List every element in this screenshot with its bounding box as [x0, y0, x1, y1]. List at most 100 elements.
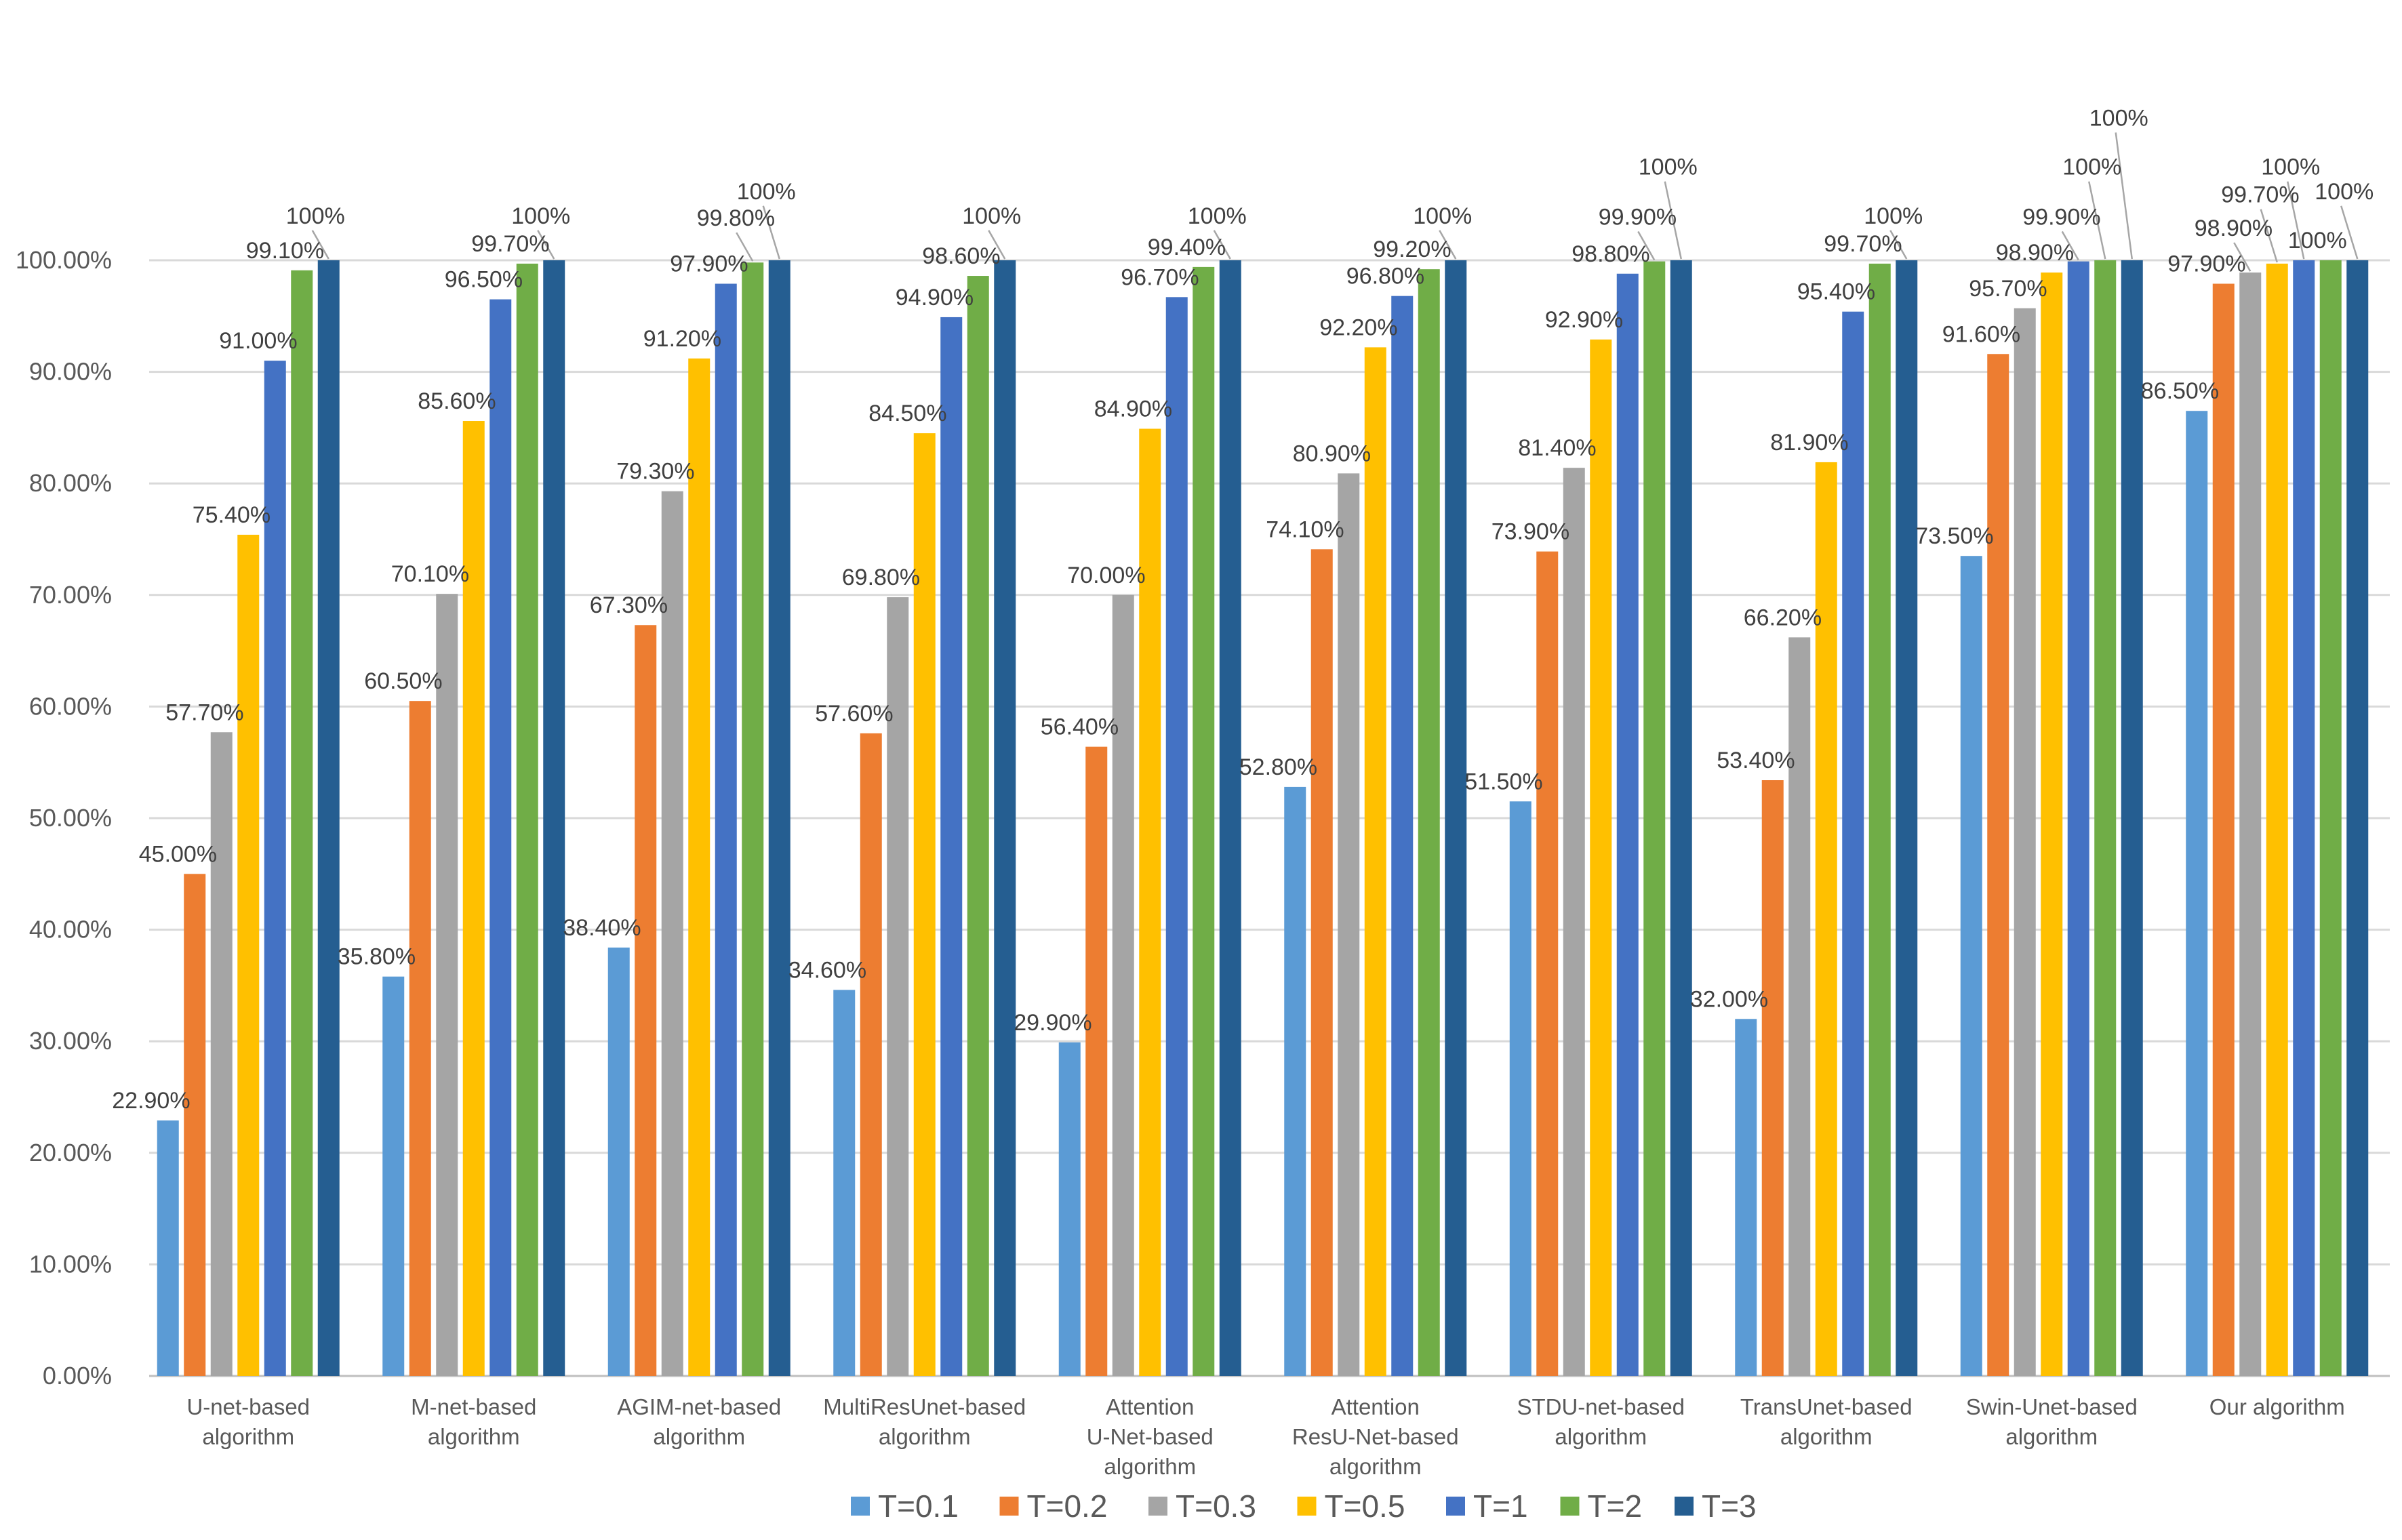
data-label: 67.30% [590, 592, 668, 618]
y-tick-label: 0.00% [43, 1362, 112, 1390]
data-label: 100% [2261, 155, 2320, 180]
bar [489, 299, 512, 1376]
legend-label: T=0.5 [1325, 1488, 1405, 1524]
data-label: 97.90% [2167, 251, 2245, 277]
bar [940, 317, 963, 1376]
data-label-leader [2260, 209, 2278, 263]
x-category-label: TransUnet-based [1740, 1394, 1913, 1419]
bar [967, 276, 989, 1377]
legend-label: T=3 [1702, 1488, 1757, 1524]
legend-label: T=2 [1588, 1488, 1643, 1524]
x-category-label: Our algorithm [2209, 1394, 2345, 1419]
data-label: 99.40% [1148, 235, 1226, 260]
data-label: 100% [737, 179, 796, 205]
bar [436, 594, 458, 1376]
data-label: 29.90% [1014, 1010, 1092, 1036]
data-label: 96.80% [1346, 264, 1424, 289]
bar [210, 732, 233, 1376]
y-tick-label: 80.00% [29, 469, 112, 497]
data-label: 98.80% [1572, 241, 1649, 267]
legend-swatch [999, 1497, 1019, 1516]
bar [1761, 780, 1784, 1376]
bar [1670, 260, 1692, 1376]
y-tick-label: 10.00% [29, 1250, 112, 1278]
data-label-leader [736, 232, 754, 262]
bar [1590, 339, 1612, 1377]
data-label: 95.40% [1797, 279, 1875, 305]
bar [833, 990, 856, 1376]
data-label: 66.20% [1744, 605, 1822, 630]
y-tick-label: 20.00% [29, 1139, 112, 1167]
bar [516, 263, 538, 1376]
bar [1112, 594, 1134, 1376]
data-label: 99.90% [2022, 205, 2100, 230]
bar [994, 260, 1016, 1376]
x-category-label: algorithm [1555, 1424, 1647, 1449]
legend-swatch [1560, 1497, 1580, 1516]
bar [317, 260, 340, 1376]
data-label: 99.70% [2221, 182, 2299, 208]
bar [1842, 311, 1864, 1376]
x-category-label: algorithm [1780, 1424, 1873, 1449]
data-label-leader [537, 230, 555, 260]
bar [1563, 468, 1585, 1376]
data-label: 57.60% [815, 701, 893, 727]
bar [1445, 260, 1467, 1376]
bar [2094, 260, 2117, 1376]
data-label: 91.60% [1942, 321, 2020, 347]
legend-swatch [851, 1497, 870, 1516]
data-label: 98.60% [922, 243, 1000, 269]
data-label-leader [762, 205, 780, 260]
data-label: 60.50% [364, 668, 442, 694]
data-label: 32.00% [1690, 986, 1768, 1012]
y-tick-label: 70.00% [29, 581, 112, 609]
bar [1284, 786, 1306, 1376]
data-label: 53.40% [1717, 748, 1795, 773]
data-label: 95.70% [1969, 276, 2047, 302]
x-axis-categories: U-net-based algorithm M-net-based algorithm… [186, 1394, 2344, 1479]
x-category-label: MultiResUnet-based [823, 1394, 1026, 1419]
bar [2186, 411, 2208, 1377]
data-label: 70.10% [391, 561, 469, 587]
data-label: 96.70% [1121, 264, 1199, 290]
data-label: 80.90% [1293, 441, 1371, 466]
x-category-label: U-Net-based [1087, 1424, 1214, 1449]
data-label: 75.40% [193, 502, 271, 528]
bar [1987, 354, 2009, 1377]
data-label: 92.90% [1545, 307, 1623, 333]
x-category-label: ResU-Net-based [1292, 1424, 1459, 1449]
bar [462, 421, 485, 1377]
bar [661, 491, 683, 1377]
data-label: 51.50% [1464, 769, 1542, 794]
data-label: 100% [1413, 203, 1472, 229]
bars [157, 260, 2369, 1377]
bar [635, 625, 657, 1377]
data-label: 91.20% [643, 326, 721, 352]
x-category-label: STDU-net-based [1517, 1394, 1685, 1419]
data-label: 52.80% [1239, 754, 1317, 780]
bar [860, 733, 882, 1376]
bar [913, 433, 936, 1376]
data-label-leader [2061, 230, 2079, 261]
data-label: 99.70% [1824, 231, 1902, 257]
data-label: 85.60% [418, 388, 496, 414]
data-label: 99.90% [1599, 205, 1677, 230]
legend-label: T=1 [1473, 1488, 1528, 1524]
data-label-leader [2340, 205, 2359, 260]
x-category-label: algorithm [202, 1424, 294, 1449]
data-label-leader [2287, 181, 2305, 260]
data-label-leader [1664, 181, 1682, 260]
bar [2266, 263, 2288, 1376]
y-tick-label: 40.00% [29, 916, 112, 944]
bar [607, 947, 630, 1376]
data-label-leader [1439, 230, 1457, 260]
data-label: 100% [2062, 155, 2121, 180]
y-tick-label: 60.00% [29, 692, 112, 720]
data-label: 100% [1188, 203, 1247, 229]
x-category-label: Attention [1332, 1394, 1420, 1419]
data-label: 99.10% [246, 238, 324, 264]
x-category-label: algorithm [879, 1424, 971, 1449]
bar [1310, 549, 1333, 1377]
bar [2293, 260, 2315, 1376]
data-label: 73.50% [1915, 523, 1993, 549]
